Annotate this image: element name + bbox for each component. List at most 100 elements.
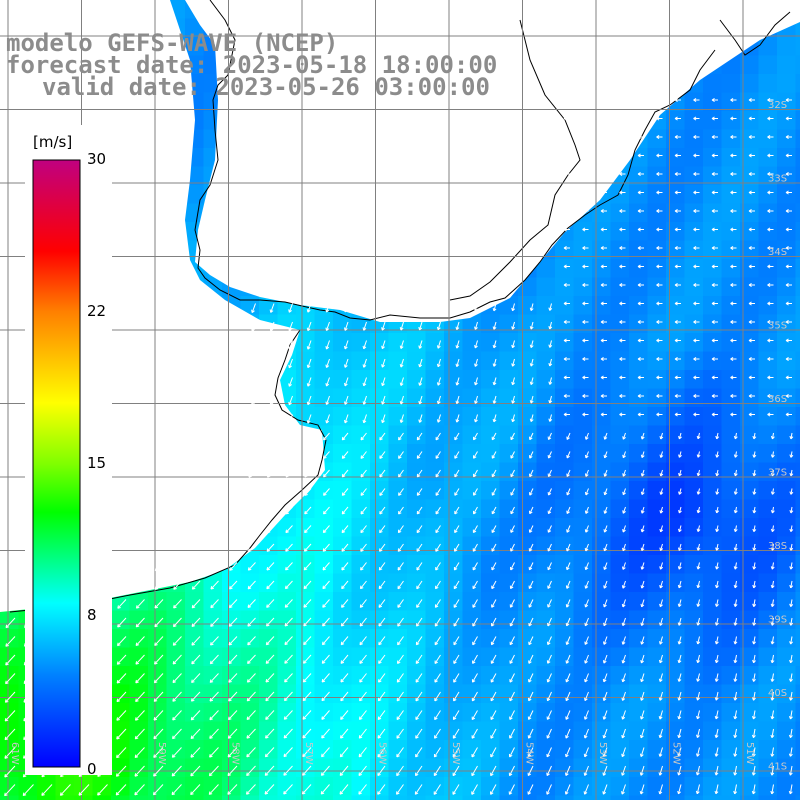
wind-arrow: [269, 340, 275, 350]
field-cell: [610, 185, 630, 205]
wind-arrow: [767, 227, 774, 232]
field-cell: [462, 610, 482, 630]
field-cell: [592, 407, 612, 427]
wind-arrow: [637, 301, 644, 306]
field-cell: [462, 481, 482, 501]
wind-arrow: [266, 562, 275, 571]
field-cell: [296, 666, 316, 686]
field-cell: [740, 296, 760, 316]
field-cell: [296, 758, 316, 778]
wind-arrow: [603, 543, 608, 552]
field-cell: [240, 610, 260, 630]
wind-arrow: [490, 710, 497, 721]
wind-arrow: [474, 414, 478, 423]
field-cell: [758, 222, 778, 242]
wind-arrow: [733, 654, 738, 664]
field-cell: [573, 666, 593, 686]
field-cell: [166, 647, 186, 667]
lon-label: 55W: [450, 742, 461, 765]
wind-arrow: [453, 636, 460, 646]
wind-arrow: [584, 691, 589, 702]
wind-arrow: [284, 654, 293, 664]
field-cell: [555, 666, 575, 686]
field-cell: [592, 351, 612, 371]
field-cell: [721, 721, 741, 741]
wind-arrow: [453, 562, 460, 571]
wind-arrow: [751, 784, 756, 795]
wind-arrow: [770, 617, 775, 626]
wind-arrow: [492, 414, 497, 423]
field-cell: [684, 240, 704, 260]
wind-arrow: [603, 451, 608, 459]
wind-arrow: [510, 469, 515, 478]
wind-arrow: [509, 654, 515, 664]
field-cell: [666, 481, 686, 501]
field-cell: [777, 629, 797, 649]
field-cell: [203, 795, 223, 800]
field-cell: [610, 203, 630, 223]
field-cell: [277, 758, 297, 778]
field-cell: [185, 629, 205, 649]
field-cell: [610, 536, 630, 556]
field-cell: [536, 703, 556, 723]
wind-arrow: [269, 414, 275, 424]
field-cell: [351, 666, 371, 686]
field-cell: [259, 740, 279, 760]
colorbar-tick-8: 8: [87, 606, 97, 624]
field-cell: [703, 296, 723, 316]
field-cell: [425, 518, 445, 538]
wind-arrow: [711, 209, 718, 213]
wind-arrow: [785, 338, 792, 343]
field-cell: [758, 351, 778, 371]
wind-arrow: [748, 98, 755, 102]
field-cell: [555, 629, 575, 649]
field-cell: [55, 795, 75, 800]
wind-arrow: [134, 747, 145, 759]
field-cell: [259, 573, 279, 593]
field-cell: [370, 592, 390, 612]
field-cell: [721, 666, 741, 686]
field-cell: [536, 536, 556, 556]
wind-arrow: [546, 747, 552, 758]
field-cell: [462, 351, 482, 371]
wind-arrow: [416, 580, 423, 590]
field-cell: [629, 610, 649, 630]
field-cell: [240, 740, 260, 760]
field-cell: [481, 407, 501, 427]
wind-arrow: [359, 673, 367, 683]
field-cell: [703, 666, 723, 686]
field-cell: [555, 370, 575, 390]
wind-arrow: [248, 451, 256, 460]
field-cell: [629, 240, 649, 260]
field-cell: [370, 333, 390, 353]
wind-arrow: [492, 395, 497, 404]
wind-arrow: [527, 728, 534, 739]
field-cell: [740, 777, 760, 797]
wind-arrow: [546, 728, 552, 739]
field-cell: [499, 573, 519, 593]
field-cell: [277, 666, 297, 686]
field-cell: [333, 444, 353, 464]
wind-arrow: [396, 765, 404, 777]
wind-arrow: [264, 747, 275, 758]
field-cell: [777, 758, 797, 778]
wind-arrow: [600, 246, 607, 250]
wind-arrow: [582, 190, 589, 195]
field-cell: [795, 555, 800, 575]
wind-arrow: [677, 580, 682, 589]
wind-arrow: [490, 617, 497, 627]
field-cell: [129, 629, 149, 649]
wind-arrow: [266, 617, 275, 627]
wind-arrow: [267, 432, 275, 441]
wind-arrow: [491, 580, 497, 590]
field-cell: [758, 333, 778, 353]
field-cell: [740, 333, 760, 353]
field-cell: [573, 370, 593, 390]
wind-arrow: [767, 135, 774, 139]
wind-arrow: [640, 562, 645, 570]
field-cell: [425, 777, 445, 797]
field-cell: [592, 203, 612, 223]
field-cell: [296, 629, 316, 649]
wind-arrow: [415, 636, 423, 646]
wind-arrow: [454, 488, 460, 496]
